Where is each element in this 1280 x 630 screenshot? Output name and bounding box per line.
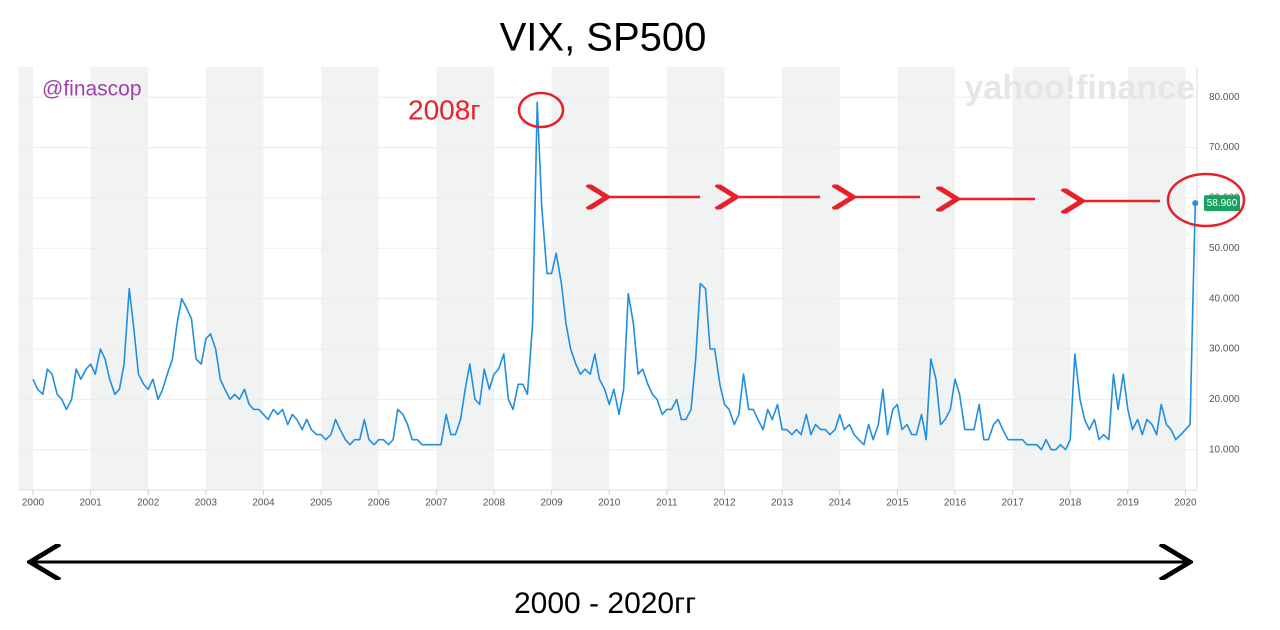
x-tick-label: 2018 [1059, 498, 1082, 509]
peak-circle [517, 91, 565, 129]
x-tick-label: 2005 [310, 498, 333, 509]
arrows [607, 197, 1160, 201]
y-tick-label: 20.000 [1209, 394, 1240, 405]
last-point [1192, 200, 1199, 207]
year-band [321, 67, 379, 490]
x-tick-label: 2003 [195, 498, 218, 509]
y-tick-label: 30.000 [1209, 344, 1240, 355]
logo: yahoo!finance [965, 69, 1195, 107]
year-band [666, 67, 725, 490]
chart-title: VIX, SP500 [500, 16, 707, 60]
x-tick-label: 2014 [829, 498, 852, 509]
year-band [1012, 67, 1071, 490]
x-tick-label: 2017 [1001, 498, 1024, 509]
x-tick-label: 2016 [944, 498, 967, 509]
last-circle [1166, 172, 1246, 228]
x-tick-label: 2020 [1174, 498, 1197, 509]
period-note: 2000 - 2020гг [514, 587, 696, 620]
x-tick-label: 2001 [80, 498, 103, 509]
x-tick-label: 2013 [771, 498, 794, 509]
year-band [436, 67, 494, 490]
series-line [32, 101, 1197, 451]
year-band [90, 67, 149, 490]
x-tick-label: 2002 [137, 498, 160, 509]
x-tick-label: 2007 [425, 498, 448, 509]
y-tick-label: 10.000 [1209, 444, 1240, 455]
y-tick-label: 50.000 [1209, 243, 1240, 254]
last-value-box [1204, 195, 1240, 212]
year-band [205, 67, 264, 490]
x-tick-label: 2019 [1117, 498, 1140, 509]
x-tick-label: 2015 [886, 498, 909, 509]
x-tick-label: 2006 [368, 498, 391, 509]
y-tick-label: 40.000 [1209, 293, 1240, 304]
x-tick-label: 2010 [598, 498, 621, 509]
x-tick-label: 2004 [252, 498, 275, 509]
year-band [18, 67, 34, 490]
peak-note: 2008г [408, 94, 481, 125]
x-tick-label: 2009 [540, 498, 563, 509]
year-band [782, 67, 840, 490]
year-band [1127, 67, 1186, 490]
x-tick-label: 2008 [483, 498, 506, 509]
y-tick-label: 80.000 [1209, 92, 1240, 103]
x-tick-label: 2011 [656, 498, 678, 509]
last-value-label: 58.960 [1207, 198, 1238, 209]
x-tick-label: 2000 [22, 498, 45, 509]
year-bands [18, 67, 1186, 490]
watermark: @finascop [42, 78, 142, 101]
y-tick-label: 70.000 [1209, 142, 1240, 153]
x-tick-label: 2012 [713, 498, 736, 509]
